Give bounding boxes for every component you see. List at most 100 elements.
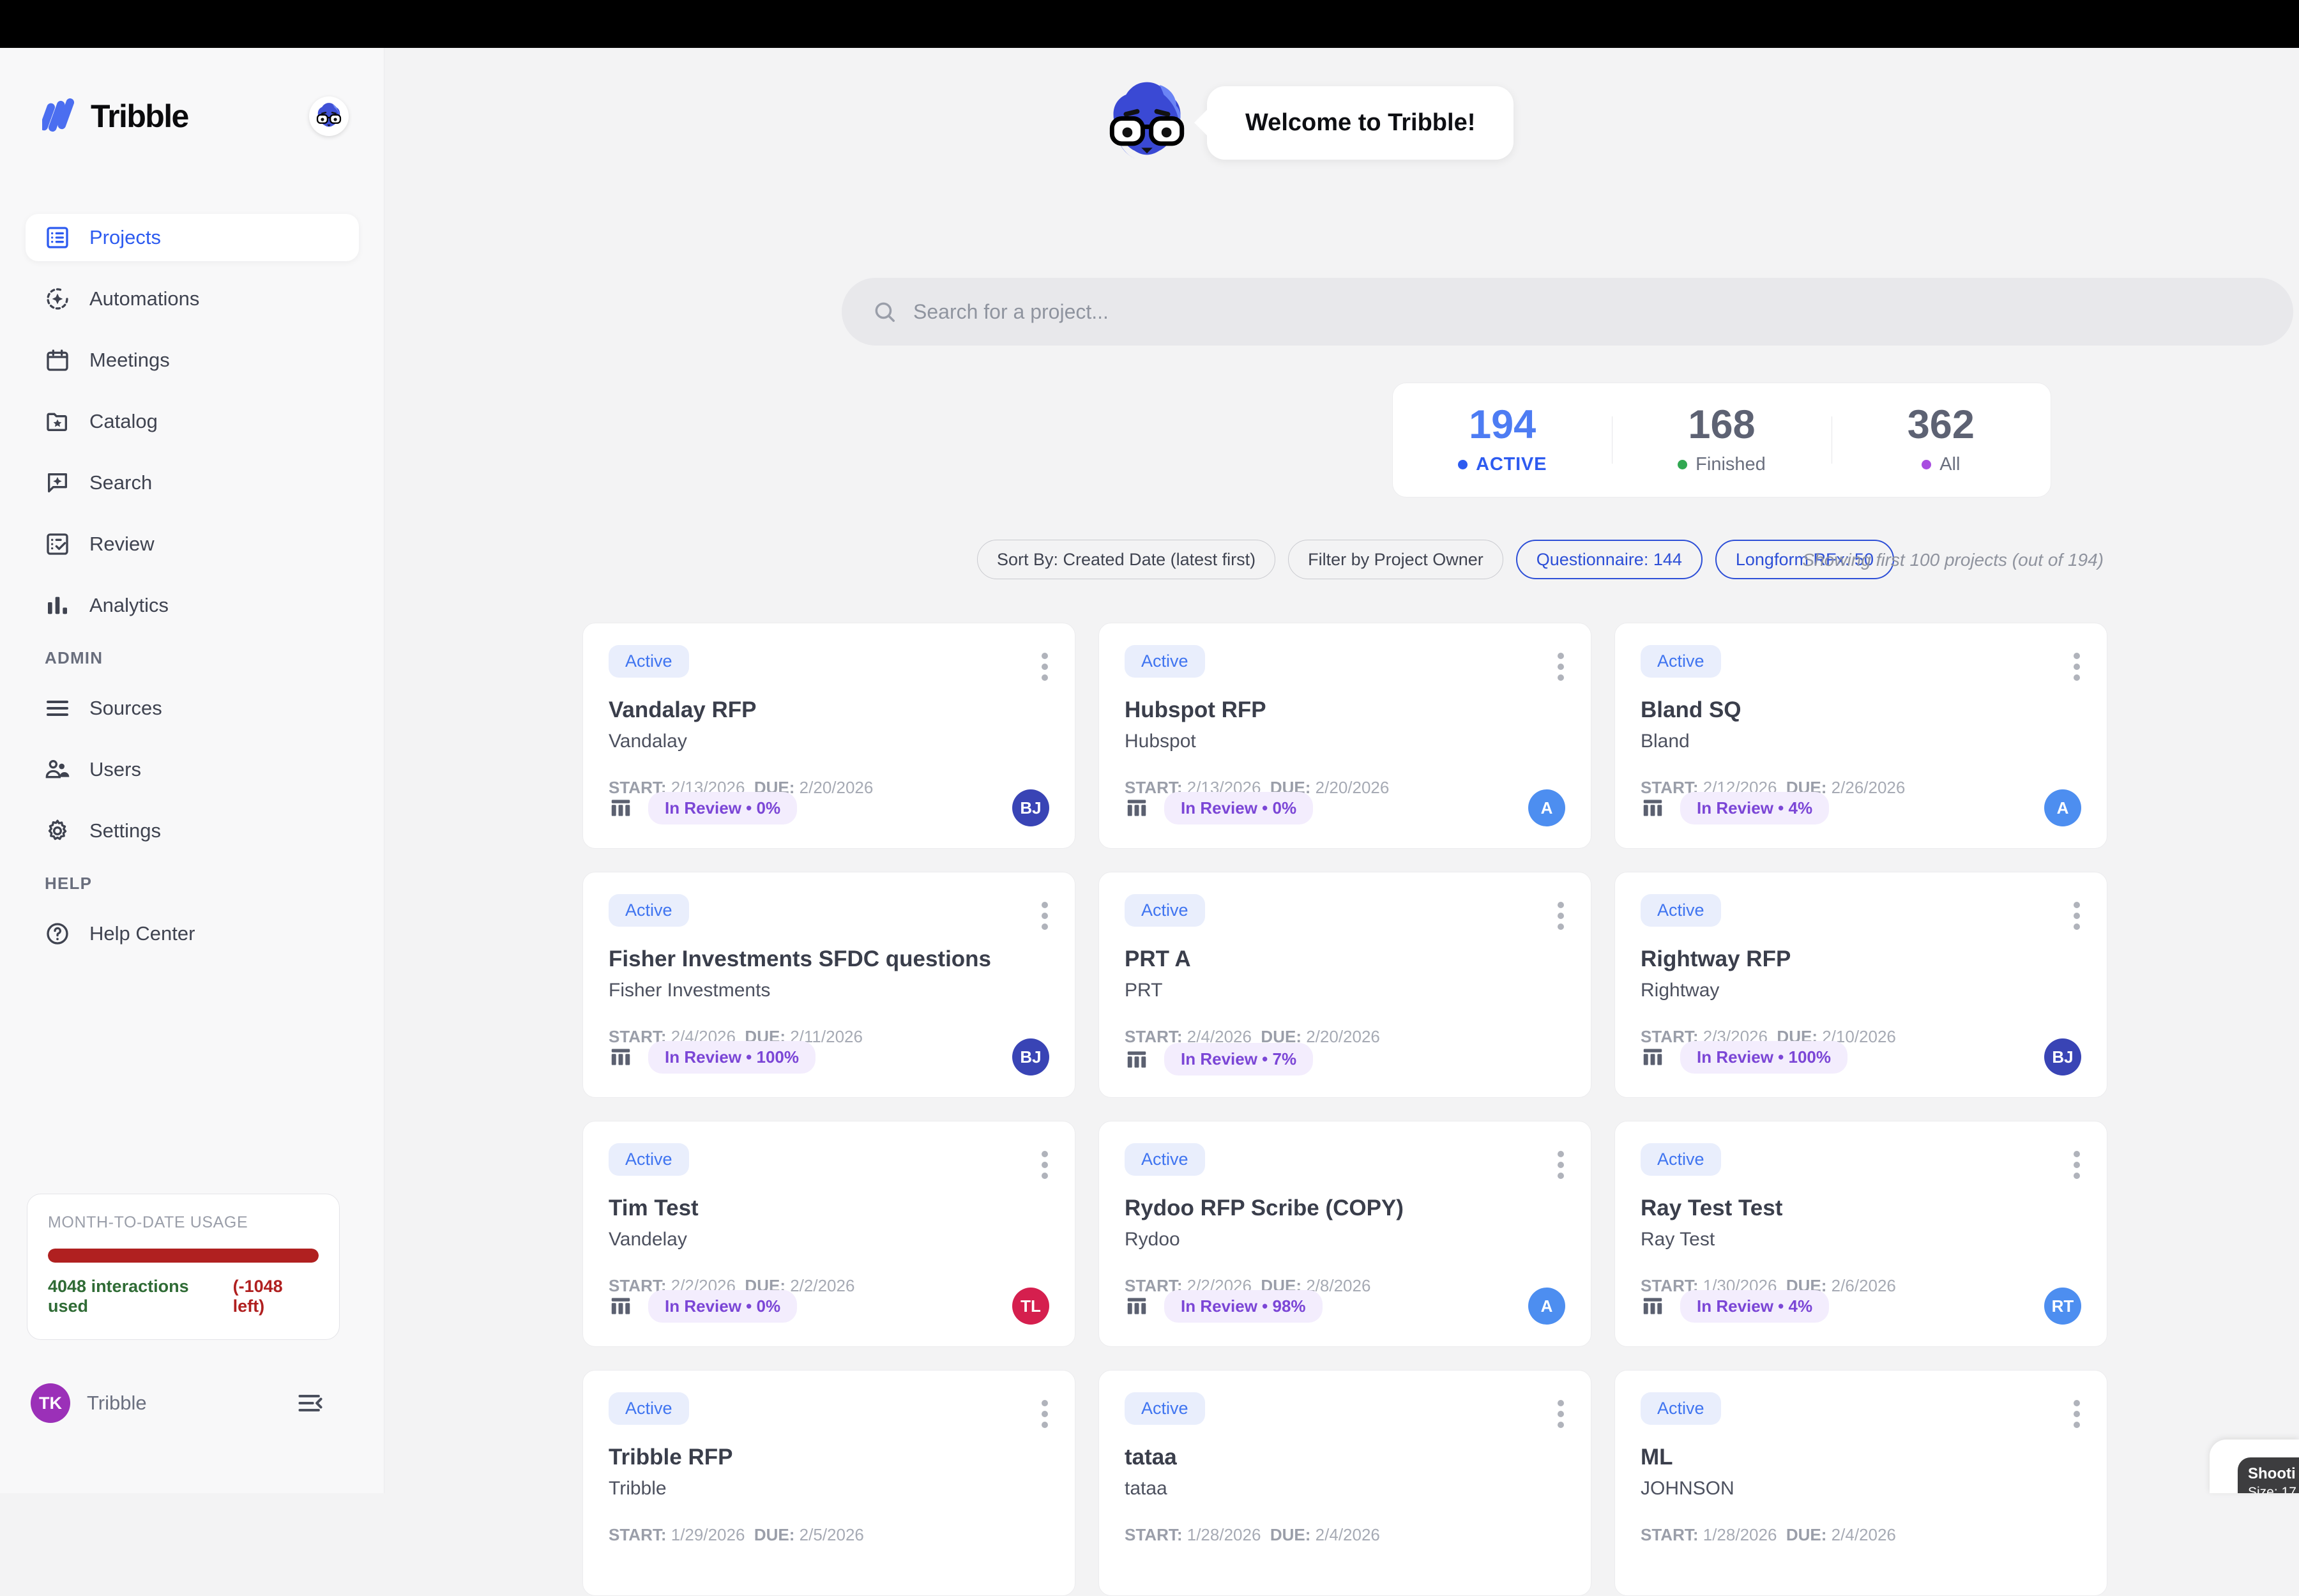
sidebar-item-analytics[interactable]: Analytics [26, 582, 359, 629]
stat-count: 362 [1907, 402, 1975, 447]
tribble-mascot-avatar[interactable] [309, 96, 349, 136]
status-dot [1458, 460, 1468, 469]
sidebar-section-help: HELP [45, 874, 93, 893]
list-checklist-icon [47, 227, 68, 248]
sidebar-item-meetings[interactable]: Meetings [26, 337, 359, 384]
avatar[interactable]: BJ [1012, 789, 1049, 826]
project-card[interactable]: Active Vandalay RFP Vandalay START: 2/13/20… [582, 623, 1075, 849]
project-dates: START: 2/13/2026 DUE: 2/20/2026 [1125, 778, 1565, 798]
brand[interactable]: Tribble [42, 96, 189, 136]
status-badge: Active [1641, 894, 1721, 927]
project-card[interactable]: Active Tim Test Vandelay START: 2/2/2026 DU… [582, 1121, 1075, 1347]
card-footer: In Review • 100% BJ [1641, 1038, 2081, 1075]
table-columns-icon [1127, 1051, 1146, 1068]
card-menu-button[interactable] [1558, 1392, 1565, 1428]
sidebar-item-label: Review [89, 533, 155, 555]
sidebar-item-catalog[interactable]: Catalog [26, 398, 359, 445]
sidebar-item-label: Search [89, 471, 153, 494]
project-company: Rightway [1641, 980, 1720, 1001]
card-menu-button[interactable] [2074, 645, 2081, 681]
card-menu-button[interactable] [1558, 894, 1565, 930]
sidebar-item-sources[interactable]: Sources [26, 685, 359, 732]
card-header: Active [1641, 1392, 2081, 1428]
screenshot-overlay-widget[interactable]: Shooti Size: 17 httlo [2210, 1440, 2299, 1493]
status-badge: Active [609, 1392, 689, 1425]
avatar[interactable]: TL [1012, 1288, 1049, 1325]
people-icon [45, 760, 70, 779]
project-card[interactable]: Active ML JOHNSON START: 1/28/2026 DUE: 2/4… [1614, 1370, 2107, 1596]
card-menu-button[interactable] [1042, 894, 1049, 930]
sidebar-profile-row[interactable]: TK Tribble [31, 1383, 324, 1423]
card-footer: In Review • 4% RT [1641, 1288, 2081, 1325]
project-card[interactable]: Active Rightway RFP Rightway START: 2/3/202… [1614, 872, 2107, 1098]
project-card[interactable]: Active Bland SQ Bland START: 2/12/2026 DUE:… [1614, 623, 2107, 849]
search-input[interactable]: Search for a project... [842, 278, 2294, 346]
project-card[interactable]: Active Rydoo RFP Scribe (COPY) Rydoo START:… [1098, 1121, 1591, 1347]
card-menu-button[interactable] [1042, 645, 1049, 681]
sort-by-chip[interactable]: Sort By: Created Date (latest first) [977, 540, 1276, 579]
avatar[interactable]: A [1528, 789, 1565, 826]
stat-label: ACTIVE [1476, 454, 1547, 475]
project-card[interactable]: Active PRT A PRT START: 2/4/2026 DUE: 2/20/… [1098, 872, 1591, 1098]
card-menu-button[interactable] [1558, 1143, 1565, 1179]
card-header: Active [609, 1143, 1049, 1179]
table-columns-icon [1643, 800, 1662, 816]
profile-left[interactable]: TK Tribble [31, 1383, 147, 1423]
progress-badge: In Review • 100% [1680, 1040, 1848, 1074]
project-card[interactable]: Active Hubspot RFP Hubspot START: 2/13/2026… [1098, 623, 1591, 849]
sidebar-item-automations[interactable]: Automations [26, 275, 359, 323]
card-menu-button[interactable] [1558, 645, 1565, 681]
stat-finished[interactable]: 168 Finished [1612, 405, 1831, 475]
card-header: Active [1641, 1143, 2081, 1179]
sidebar-item-settings[interactable]: Settings [26, 807, 359, 855]
project-card[interactable]: Active Fisher Investments SFDC questions F… [582, 872, 1075, 1098]
sidebar-item-label: Sources [89, 697, 162, 719]
sidebar-item-projects[interactable]: Projects [26, 214, 359, 261]
stat-active[interactable]: 194 ACTIVE [1393, 405, 1612, 475]
avatar[interactable]: A [1528, 1288, 1565, 1325]
stat-label-wrap: All [1832, 454, 2051, 475]
project-title: Fisher Investments SFDC questions [609, 946, 992, 971]
card-menu-button[interactable] [2074, 1392, 2081, 1428]
avatar[interactable]: BJ [1012, 1038, 1049, 1075]
project-card[interactable]: Active Ray Test Test Ray Test START: 1/30/2… [1614, 1121, 2107, 1347]
project-title: ML [1641, 1445, 1673, 1470]
questionnaire-filter-chip[interactable]: Questionnaire: 144 [1515, 540, 1703, 579]
usage-progress-fill [48, 1249, 319, 1263]
card-menu-button[interactable] [1042, 1392, 1049, 1428]
stat-all[interactable]: 362 All [1831, 402, 2051, 475]
card-menu-button[interactable] [2074, 1143, 2081, 1179]
avatar[interactable]: BJ [2044, 1038, 2081, 1075]
project-card[interactable]: Active Tribble RFP Tribble START: 1/29/2026… [582, 1370, 1075, 1596]
start-label: START: [1125, 1525, 1183, 1544]
avatar[interactable]: RT [2044, 1288, 2081, 1325]
calendar-icon [47, 349, 68, 371]
project-dates: START: 2/4/2026 DUE: 2/20/2026 [1125, 1027, 1565, 1047]
project-title: Ray Test Test [1641, 1196, 1783, 1220]
project-company: Fisher Investments [609, 980, 771, 1001]
tribble-logo-icon [42, 98, 75, 132]
card-menu-button[interactable] [2074, 894, 2081, 930]
card-footer: In Review • 0% BJ [609, 789, 1049, 826]
collapse-sidebar-icon[interactable] [296, 1389, 324, 1417]
longform-rfx-filter-chip[interactable]: Longform RFx: 50 [1715, 540, 1894, 579]
card-footer: In Review • 0% TL [609, 1288, 1049, 1325]
sidebar-item-search[interactable]: Search [26, 459, 359, 506]
sidebar-item-review[interactable]: Review [26, 521, 359, 568]
project-dates: START: 1/28/2026 DUE: 2/4/2026 [1641, 1525, 2081, 1545]
project-card[interactable]: Active tataa tataa START: 1/28/2026 DUE: 2/… [1098, 1370, 1591, 1596]
usage-title: MONTH-TO-DATE USAGE [48, 1213, 248, 1231]
stat-label-wrap: Finished [1612, 454, 1831, 475]
progress-badge: In Review • 98% [1164, 1289, 1323, 1323]
filter-owner-chip[interactable]: Filter by Project Owner [1288, 540, 1503, 579]
project-card-grid: Active Vandalay RFP Vandalay START: 2/13/20… [582, 623, 2107, 1596]
avatar[interactable]: A [2044, 789, 2081, 826]
sidebar-item-help-center[interactable]: Help Center [26, 910, 359, 957]
sidebar-item-label: Analytics [89, 594, 169, 616]
project-company: Ray Test [1641, 1229, 1715, 1250]
status-dot [1922, 460, 1932, 469]
project-company: Tribble [609, 1478, 667, 1499]
screenshot-overlay-title: Shooti [2248, 1465, 2296, 1482]
card-menu-button[interactable] [1042, 1143, 1049, 1179]
sidebar-item-users[interactable]: Users [26, 746, 359, 793]
